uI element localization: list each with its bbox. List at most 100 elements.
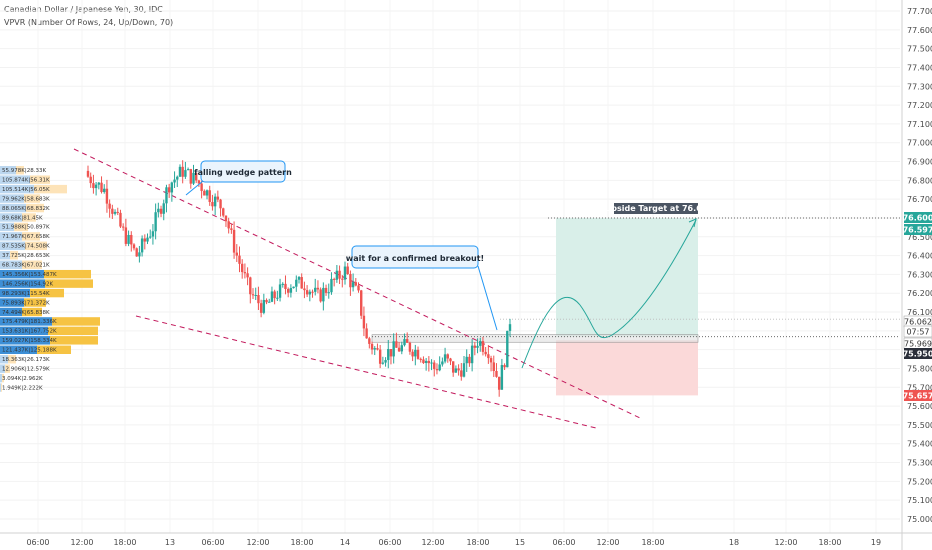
- candle-body: [143, 238, 147, 242]
- candle-body: [276, 297, 279, 299]
- candle-body: [200, 183, 203, 191]
- candle-body: [433, 362, 436, 370]
- time-tick-label: 14: [340, 538, 350, 547]
- candle-body: [368, 338, 371, 344]
- projection-arrowhead: [688, 218, 697, 228]
- candle-body: [103, 188, 106, 193]
- candle-body: [381, 362, 385, 364]
- candle-body: [186, 169, 190, 171]
- breakout-callout-pointer: [477, 265, 498, 331]
- time-tick-label: 06:00: [26, 538, 49, 547]
- candle-body: [119, 212, 122, 227]
- candle-body: [219, 199, 222, 209]
- candle-body: [116, 211, 119, 213]
- volume-bar-up: [0, 307, 22, 317]
- candle-body: [387, 349, 390, 361]
- price-tick-label: 75.100: [907, 496, 932, 505]
- wedge-lower-line: [135, 315, 597, 429]
- time-tick-label: 12:00: [774, 538, 797, 547]
- candle-body: [146, 237, 149, 242]
- candle-body: [281, 283, 284, 285]
- volume-bar-down: [52, 317, 100, 326]
- time-tick-label: 12:00: [421, 538, 444, 547]
- candle-body: [132, 244, 136, 249]
- volume-bar-up: [0, 203, 26, 213]
- price-tag-label: 75.950: [903, 350, 932, 359]
- price-tag-label: 76.062: [904, 318, 932, 327]
- candle-body: [335, 270, 339, 280]
- candle-body: [441, 361, 444, 365]
- volume-row-label: 145.356K|153.487K: [2, 272, 57, 278]
- candle-body: [108, 203, 111, 209]
- time-tick-label: 12:00: [246, 538, 269, 547]
- candle-body: [373, 348, 376, 350]
- price-tick-label: 77.300: [907, 82, 932, 91]
- time-tick-label: 19: [871, 538, 881, 547]
- volume-bar-up: [0, 194, 24, 203]
- volume-row-label: 98.293K|115.54K: [2, 291, 50, 297]
- candle-body: [127, 234, 130, 244]
- candle-body: [149, 236, 152, 238]
- candle-body: [167, 187, 171, 193]
- candle-body: [427, 360, 431, 364]
- price-tick-label: 75.400: [907, 440, 932, 449]
- candle-body: [508, 324, 512, 331]
- price-tick-label: 75.500: [907, 421, 932, 430]
- candles: [86, 160, 512, 397]
- candle-body: [105, 188, 109, 204]
- candle-body: [500, 365, 504, 390]
- volume-bar-down: [1, 383, 2, 392]
- volume-bar-up: [0, 175, 30, 184]
- time-tick-label: 06:00: [201, 538, 224, 547]
- candle-body: [462, 363, 466, 377]
- candle-body: [400, 345, 403, 352]
- wedge-callout-pointer: [185, 180, 204, 196]
- candle-body: [176, 176, 179, 180]
- candle-body: [113, 211, 117, 214]
- candle-body: [322, 287, 325, 302]
- volume-bar-up: [0, 222, 14, 232]
- volume-bar-up: [0, 241, 25, 251]
- candle-body: [249, 277, 252, 295]
- price-tick-label: 75.700: [907, 383, 932, 392]
- candle-body: [406, 339, 409, 343]
- candle-body: [503, 365, 506, 368]
- entry-box: [371, 334, 699, 343]
- price-tick-label: 77.600: [907, 26, 932, 35]
- candle-body: [165, 187, 168, 204]
- candle-body: [489, 358, 493, 363]
- price-tick-label: 76.200: [907, 289, 932, 298]
- candle-body: [216, 196, 220, 200]
- candle-body: [473, 345, 477, 348]
- time-tick-label: 18:00: [290, 538, 313, 547]
- indicator-label: VPVR (Number Of Rows, 24, Up/Down, 70): [4, 18, 174, 27]
- loss-zone: [556, 340, 698, 396]
- volume-bar-down: [22, 213, 36, 222]
- price-tag-label: 07:57: [906, 328, 929, 337]
- price-tick-label: 76.700: [907, 195, 932, 204]
- price-tick-label: 75.800: [907, 364, 932, 373]
- candle-body: [357, 285, 360, 291]
- candle-body: [419, 358, 422, 360]
- candle-body: [395, 341, 398, 348]
- candle-body: [392, 341, 395, 357]
- candle-body: [457, 368, 460, 371]
- candle-body: [246, 273, 249, 278]
- candle-body: [222, 208, 225, 216]
- candle-body: [208, 190, 211, 203]
- price-tick-label: 77.400: [907, 63, 932, 72]
- candle-body: [289, 288, 293, 293]
- candle-body: [495, 371, 498, 377]
- candle-body: [295, 279, 298, 287]
- wedge-upper-line: [73, 148, 641, 419]
- volume-row-label: 121.437K|125.188K: [2, 348, 57, 354]
- volume-bar-up: [0, 232, 22, 241]
- time-tick-label: 18:00: [113, 538, 136, 547]
- volume-bar-down: [24, 194, 40, 203]
- projection-path: [521, 218, 697, 369]
- candle-body: [438, 364, 441, 371]
- candle-body: [154, 212, 157, 232]
